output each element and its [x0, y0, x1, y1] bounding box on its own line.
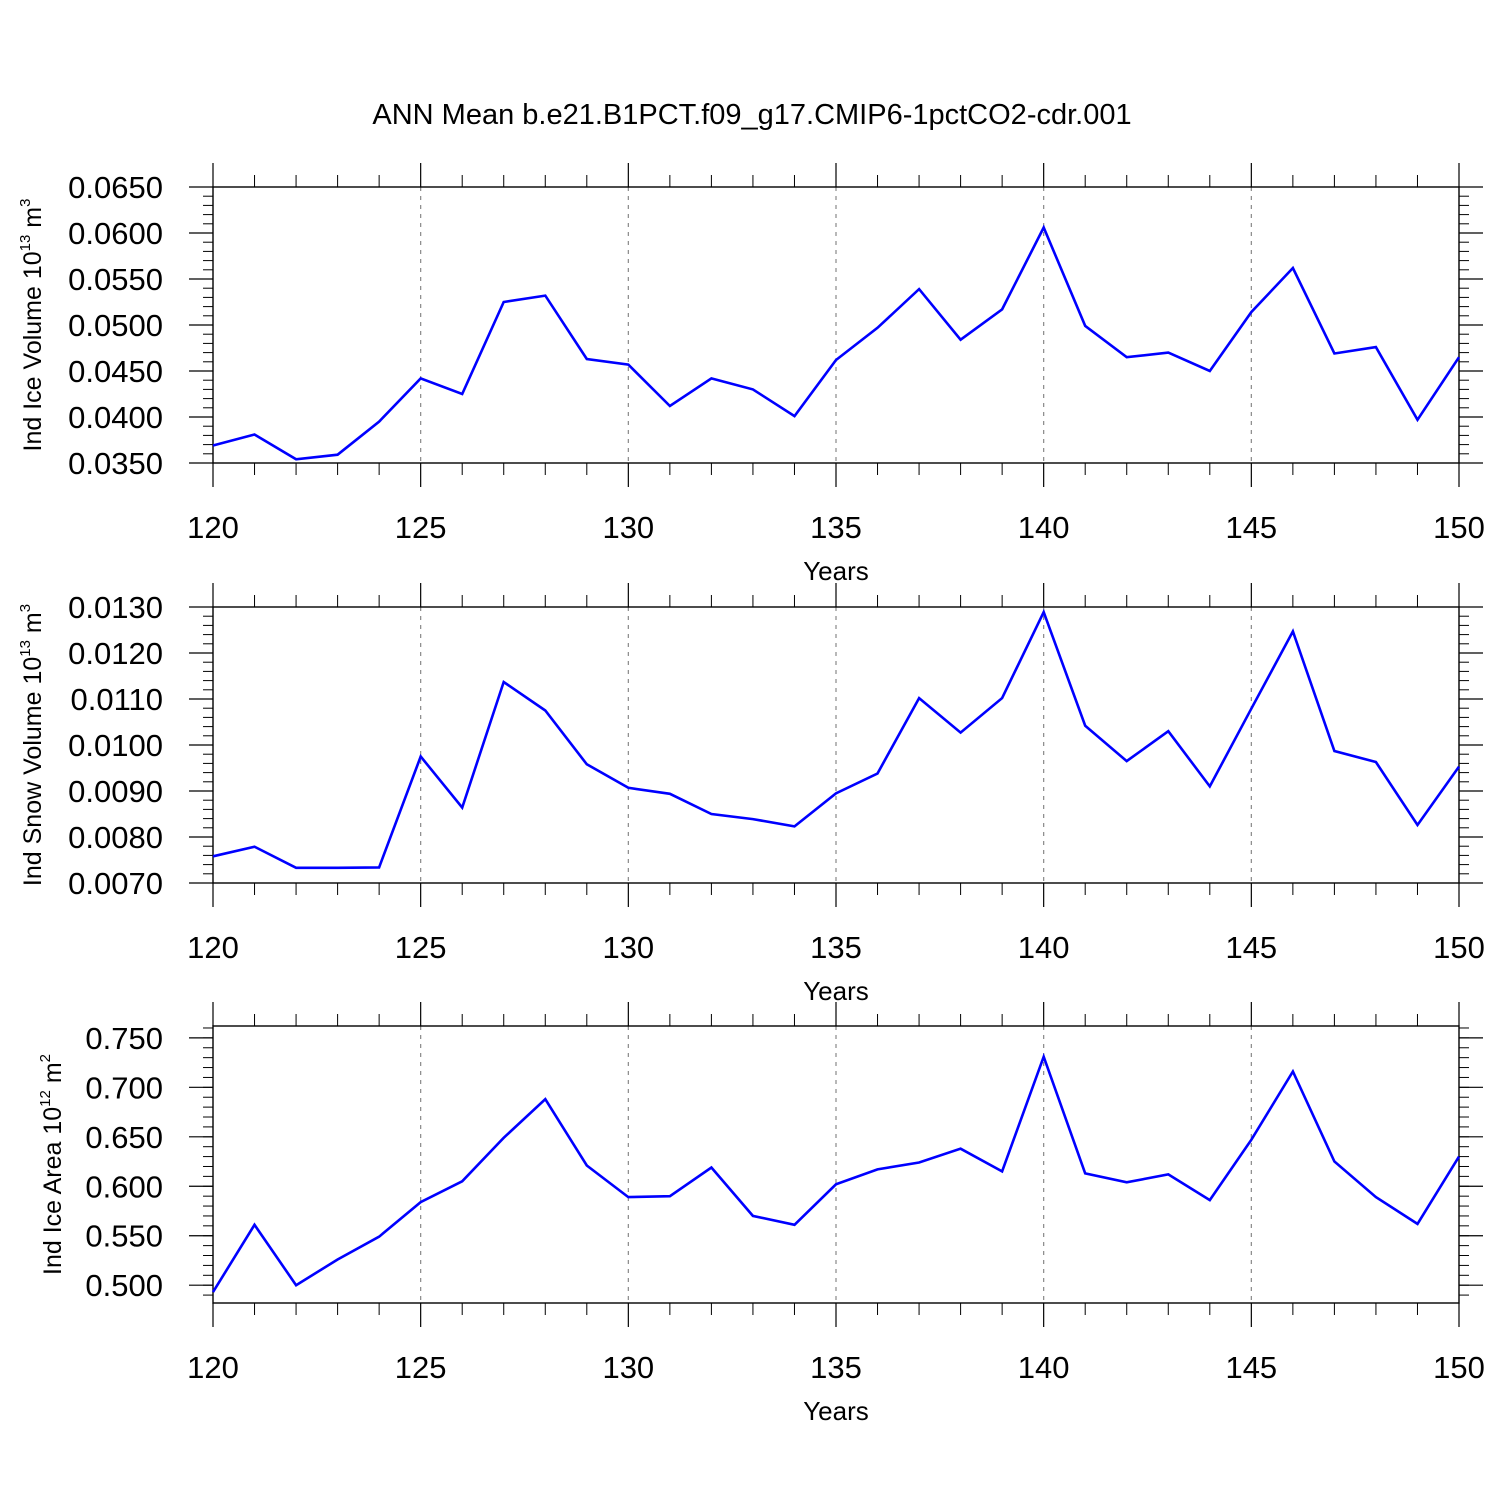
x-tick-label: 135 — [810, 930, 862, 965]
y-tick-label: 0.0110 — [70, 682, 163, 717]
x-tick-label: 135 — [810, 510, 862, 545]
x-tick-label: 140 — [1018, 1350, 1070, 1385]
y-tick-label: 0.650 — [85, 1120, 163, 1155]
x-tick-label: 125 — [395, 1350, 447, 1385]
plot-frame — [212, 606, 1460, 884]
y-axis-label: Ind Ice Volume 1013 m3 — [17, 199, 47, 452]
x-tick-label: 125 — [395, 930, 447, 965]
y-tick-label: 0.600 — [85, 1169, 163, 1204]
y-tick-label: 0.500 — [85, 1268, 163, 1303]
y-axis-label: Ind Ice Area 1012 m2 — [37, 1054, 67, 1275]
y-tick-label: 0.0550 — [68, 262, 163, 297]
y-tick-label: 0.750 — [85, 1021, 163, 1056]
y-tick-label: 0.0080 — [68, 820, 163, 855]
y-tick-label: 0.0130 — [68, 590, 163, 625]
plot-frame — [212, 186, 1460, 464]
series-line — [212, 224, 1461, 461]
x-tick-label: 120 — [187, 510, 239, 545]
y-tick-label: 0.550 — [85, 1219, 163, 1254]
figure-title: ANN Mean b.e21.B1PCT.f09_g17.CMIP6-1pctC… — [372, 99, 1131, 131]
x-tick-label: 140 — [1018, 510, 1070, 545]
series-line — [211, 1052, 1461, 1293]
y-tick-label: 0.0350 — [68, 446, 163, 481]
x-tick-label: 125 — [395, 510, 447, 545]
y-tick-label: 0.0500 — [68, 308, 163, 343]
x-tick-label: 145 — [1225, 1350, 1277, 1385]
y-tick-label: 0.0070 — [68, 866, 163, 901]
x-axis-label: Years — [803, 976, 869, 1006]
y-tick-label: 0.700 — [85, 1070, 163, 1105]
x-tick-label: 120 — [187, 1350, 239, 1385]
x-tick-label: 145 — [1225, 930, 1277, 965]
x-tick-label: 130 — [602, 930, 654, 965]
x-tick-label: 150 — [1433, 510, 1485, 545]
x-tick-label: 150 — [1433, 930, 1485, 965]
y-tick-label: 0.0090 — [68, 774, 163, 809]
chart-panel-3: 0.500 0.550 0.600 0.650 0.700 0.750 120 125 130 1… — [37, 1002, 1485, 1426]
y-tick-label: 0.0100 — [68, 728, 163, 763]
x-tick-label: 120 — [187, 930, 239, 965]
plot-frame — [212, 1025, 1460, 1304]
x-tick-label: 130 — [602, 510, 654, 545]
x-tick-label: 150 — [1433, 1350, 1485, 1385]
chart-panel-1: 0.0350 0.0400 0.0450 0.0500 0.0550 0.0600 0.06… — [17, 163, 1485, 586]
y-tick-label: 0.0600 — [68, 216, 163, 251]
y-axis-label: Ind Snow Volume 1013 m3 — [17, 604, 47, 886]
x-tick-label: 140 — [1018, 930, 1070, 965]
x-axis-label: Years — [803, 1396, 869, 1426]
x-tick-label: 135 — [810, 1350, 862, 1385]
x-axis-label: Years — [803, 556, 869, 586]
series-line — [212, 608, 1461, 870]
panels: 0.0350 0.0400 0.0450 0.0500 0.0550 0.0600 0.06… — [17, 163, 1485, 1426]
y-tick-label: 0.0650 — [68, 170, 163, 205]
x-tick-label: 130 — [602, 1350, 654, 1385]
y-tick-label: 0.0400 — [68, 400, 163, 435]
x-tick-label: 145 — [1225, 510, 1277, 545]
y-tick-label: 0.0120 — [68, 636, 163, 671]
y-tick-label: 0.0450 — [68, 354, 163, 389]
chart-panel-2: 0.0070 0.0080 0.0090 0.0100 0.0110 0.0120 0.01… — [17, 583, 1485, 1006]
